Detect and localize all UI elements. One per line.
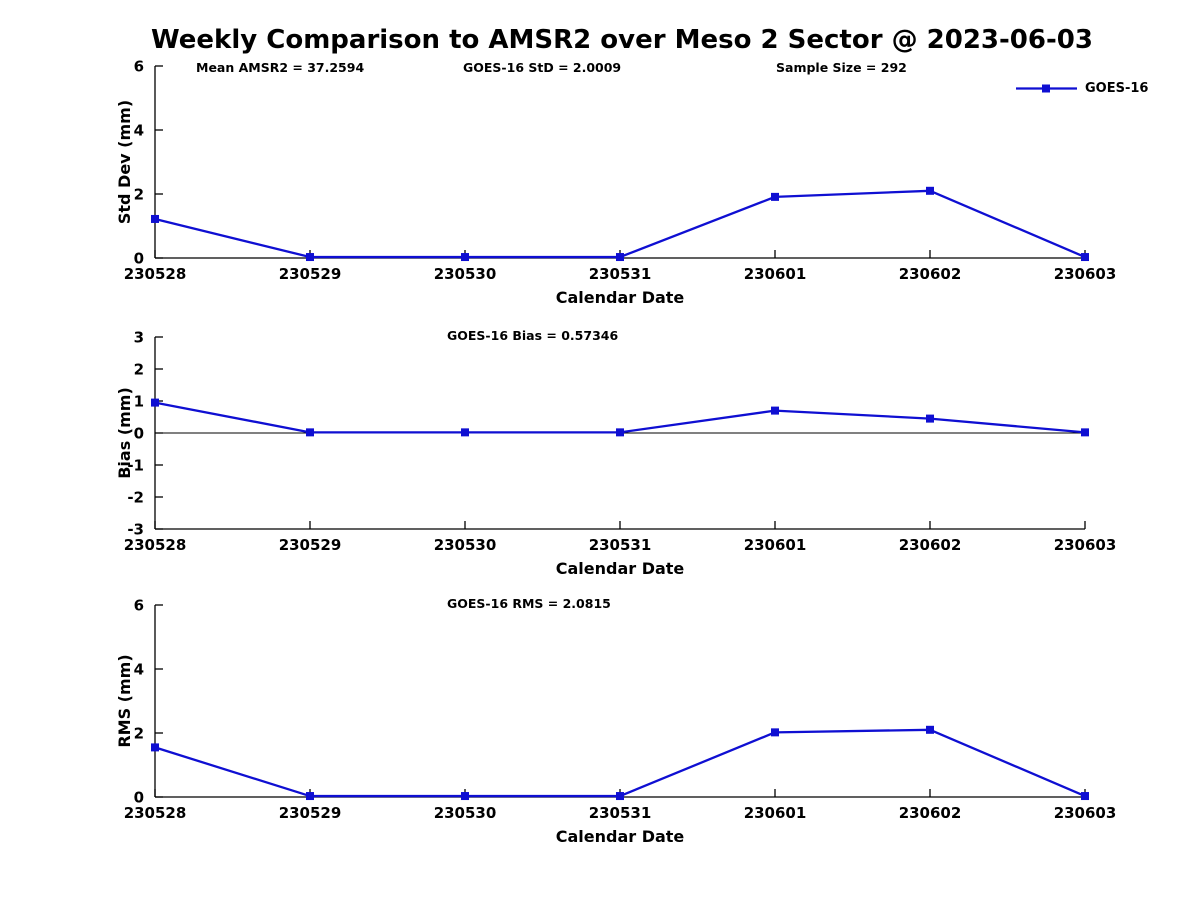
x-tick-label: 230601	[744, 265, 807, 283]
subplot-bias: -3 -2 -1 0 1 2 3 230528 230529 230530 230531 230601…	[115, 329, 1116, 579]
y-axis-label: Bias (mm)	[115, 387, 134, 479]
x-tick-label: 230528	[124, 804, 187, 822]
y-tick-label: 3	[134, 329, 144, 347]
legend-swatch	[1016, 84, 1077, 93]
y-tick-label: 0	[134, 425, 144, 443]
x-tick-label: 230530	[434, 536, 497, 554]
series-marker	[151, 743, 159, 752]
x-tick-label: 230528	[124, 265, 187, 283]
series-marker	[461, 428, 469, 437]
series-marker	[1081, 253, 1089, 262]
legend: GOES-16	[1015, 81, 1148, 96]
x-axis-label: Calendar Date	[556, 559, 685, 578]
series-marker	[926, 725, 934, 734]
x-tick-label: 230531	[589, 536, 652, 554]
series-marker	[926, 414, 934, 423]
x-tick-label: 230531	[589, 804, 652, 822]
rms-annotation: GOES-16 RMS = 2.0815	[447, 596, 611, 611]
y-tick-label: 6	[134, 58, 144, 76]
x-tick-label: 230601	[744, 536, 807, 554]
y-tick-label: 6	[134, 597, 144, 615]
series-line	[154, 728, 1086, 798]
x-tick-label: 230602	[899, 804, 962, 822]
series-marker	[461, 253, 469, 262]
y-tick-label: -2	[127, 489, 144, 507]
x-tick-label: 230530	[434, 265, 497, 283]
x-tick-label: 230603	[1054, 804, 1117, 822]
x-tick-label: 230528	[124, 536, 187, 554]
x-tick-label: 230529	[279, 804, 342, 822]
x-tick-label: 230531	[589, 265, 652, 283]
y-tick-label: 2	[134, 361, 144, 379]
x-tick-label: 230602	[899, 536, 962, 554]
y-tick-label: -1	[127, 457, 144, 475]
x-axis-label: Calendar Date	[556, 827, 685, 846]
series-marker	[771, 406, 779, 415]
x-tick-label: 230529	[279, 536, 342, 554]
y-axis-label: RMS (mm)	[115, 654, 134, 747]
series-marker	[926, 186, 934, 195]
stat-sample-size: Sample Size = 292	[776, 60, 907, 75]
y-tick-label: 2	[134, 725, 144, 743]
series-marker	[151, 214, 159, 223]
bias-annotation: GOES-16 Bias = 0.57346	[447, 328, 619, 343]
stat-mean-amsr2: Mean AMSR2 = 37.2594	[196, 60, 365, 75]
y-axis-label: Std Dev (mm)	[115, 100, 134, 224]
x-tick-label: 230530	[434, 804, 497, 822]
series-marker	[616, 253, 624, 262]
series-line	[154, 401, 1086, 434]
y-tick-label: 0	[134, 789, 144, 807]
x-tick-label: 230601	[744, 804, 807, 822]
series-marker	[1081, 428, 1089, 437]
y-tick-label: 4	[134, 661, 144, 679]
y-tick-label: 0	[134, 250, 144, 268]
y-tick-label: -3	[127, 521, 144, 539]
series-marker	[151, 398, 159, 407]
series-marker	[616, 792, 624, 801]
y-tick-label: 1	[134, 393, 144, 411]
y-tick-label: 2	[134, 186, 144, 204]
figure-title: Weekly Comparison to AMSR2 over Meso 2 S…	[151, 25, 1093, 55]
subplot-rms: 0 2 4 6 230528 230529 230530 230531 230601 230602…	[115, 597, 1116, 847]
x-tick-label: 230603	[1054, 265, 1117, 283]
subplot-std_dev: 0 2 4 6 230528 230529 230530 230531 230601 230602…	[115, 58, 1116, 308]
x-tick-label: 230602	[899, 265, 962, 283]
series-marker	[306, 792, 314, 801]
stat-goes16-std: GOES-16 StD = 2.0009	[463, 60, 622, 75]
legend-label: GOES-16	[1085, 81, 1149, 96]
series-marker	[771, 192, 779, 201]
legend-marker-icon	[1042, 84, 1050, 93]
x-tick-label: 230529	[279, 265, 342, 283]
series-marker	[306, 428, 314, 437]
y-tick-label: 4	[134, 122, 144, 140]
series-marker	[616, 428, 624, 437]
series-marker	[771, 728, 779, 737]
series-line	[154, 189, 1086, 259]
x-tick-label: 230603	[1054, 536, 1117, 554]
x-axis-label: Calendar Date	[556, 288, 685, 307]
series-marker	[461, 792, 469, 801]
series-marker	[306, 253, 314, 262]
series-marker	[1081, 792, 1089, 801]
